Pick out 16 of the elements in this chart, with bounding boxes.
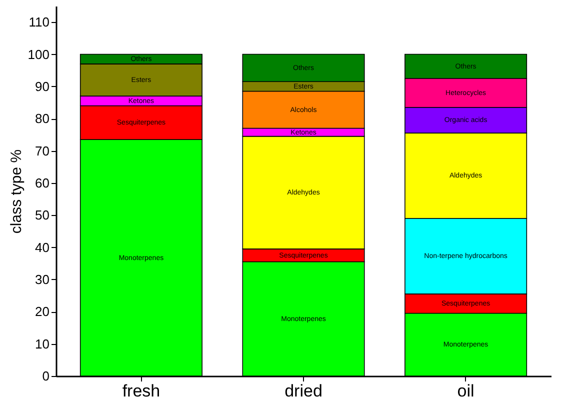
y-tick-label: 30 [35, 272, 50, 287]
y-tick-label: 110 [28, 14, 50, 30]
y-tick-label: 0 [42, 368, 50, 384]
y-tick-label: 100 [28, 46, 50, 62]
x-tick-label: fresh [122, 382, 160, 400]
x-tick-label: oil [457, 382, 474, 400]
y-tick-label: 50 [35, 208, 50, 223]
y-tick-label: 80 [35, 111, 50, 126]
x-tick-label: dried [284, 382, 322, 400]
y-tick-label: 90 [35, 78, 50, 94]
y-tick-label: 20 [35, 304, 50, 320]
y-axis-title: class type % [8, 149, 25, 234]
y-tick-label: 70 [35, 143, 50, 158]
y-tick-label: 60 [35, 175, 50, 190]
y-tick-label: 40 [35, 240, 50, 255]
y-tick-label: 10 [35, 336, 50, 352]
